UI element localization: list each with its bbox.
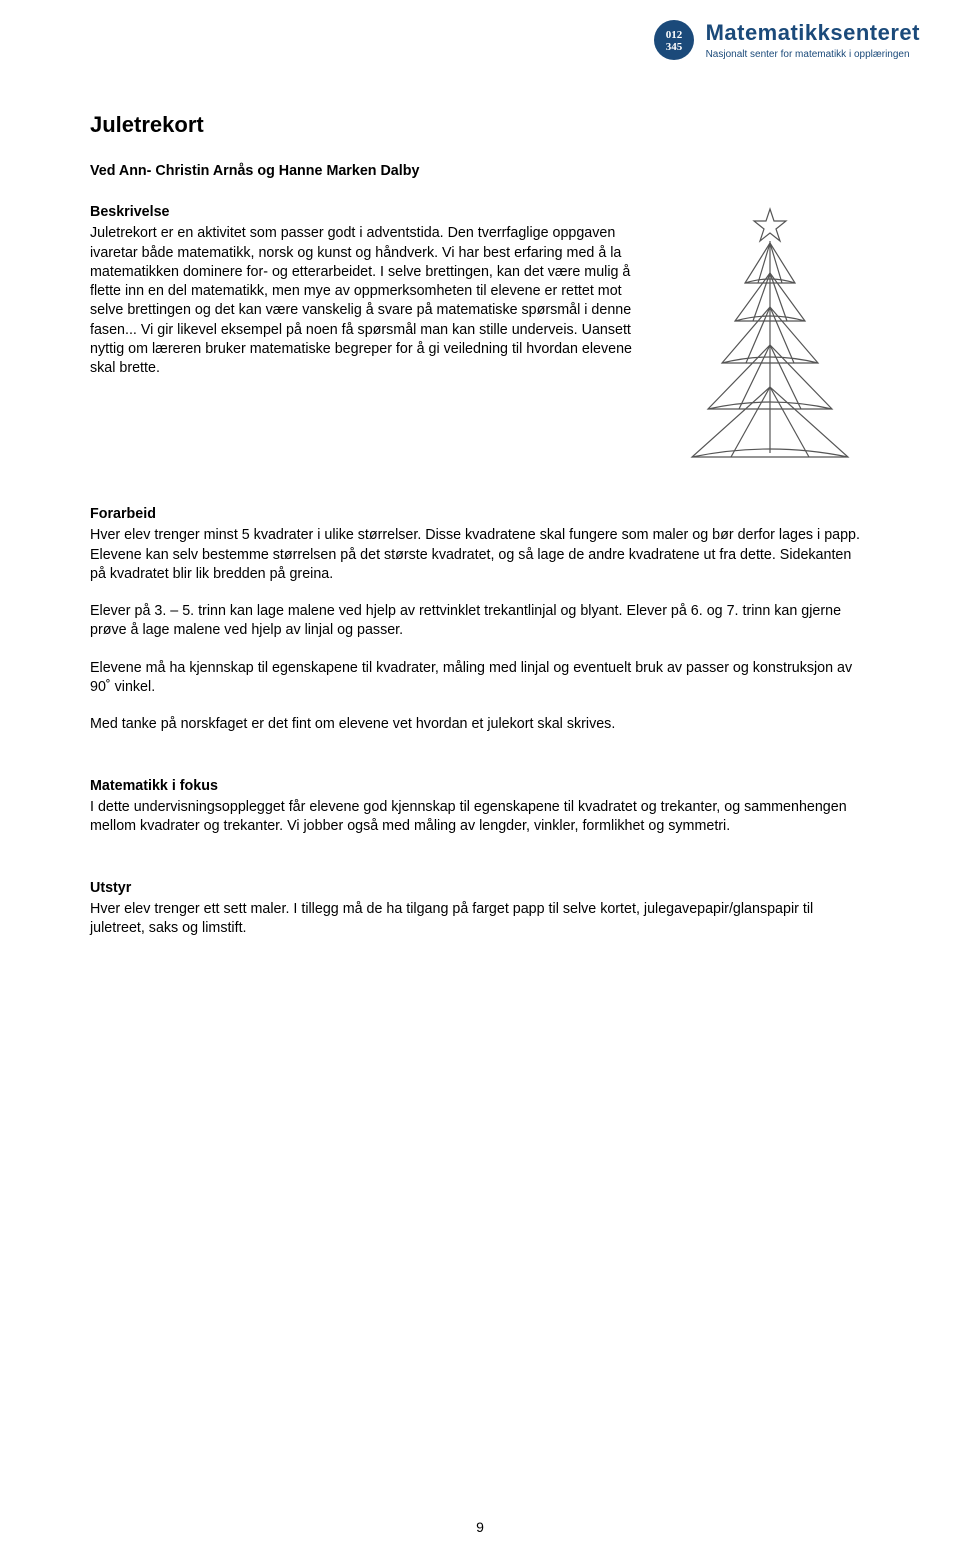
page-number: 9 bbox=[0, 1518, 960, 1537]
logo: 012 345 Matematikksenteret Nasjonalt sen… bbox=[652, 18, 920, 62]
section-head-matematikk: Matematikk i fokus bbox=[90, 777, 870, 796]
forarbeid-p4: Med tanke på norskfaget er det fint om e… bbox=[90, 715, 870, 734]
utstyr-p1: Hver elev trenger ett sett maler. I till… bbox=[90, 900, 870, 939]
logo-subtitle: Nasjonalt senter for matematikk i opplær… bbox=[706, 48, 920, 62]
authors-line: Ved Ann- Christin Arnås og Hanne Marken … bbox=[90, 162, 870, 181]
logo-circle-icon: 012 345 bbox=[652, 18, 696, 62]
section-head-beskrivelse: Beskrivelse bbox=[90, 203, 650, 222]
beskrivelse-paragraph: Juletrekort er en aktivitet som passer g… bbox=[90, 224, 650, 378]
section-head-utstyr: Utstyr bbox=[90, 879, 870, 898]
section-head-forarbeid: Forarbeid bbox=[90, 505, 870, 524]
tree-icon bbox=[670, 203, 870, 463]
svg-text:345: 345 bbox=[665, 41, 682, 53]
forarbeid-p2: Elever på 3. – 5. trinn kan lage malene … bbox=[90, 602, 870, 641]
tree-illustration bbox=[670, 203, 870, 463]
matematikk-p1: I dette undervisningsopplegget får eleve… bbox=[90, 798, 870, 837]
forarbeid-p1: Hver elev trenger minst 5 kvadrater i ul… bbox=[90, 526, 870, 584]
svg-text:012: 012 bbox=[665, 29, 682, 41]
logo-title: Matematikksenteret bbox=[706, 18, 920, 48]
forarbeid-p3: Elevene må ha kjennskap til egenskapene … bbox=[90, 659, 870, 698]
page-title: Juletrekort bbox=[90, 110, 870, 140]
